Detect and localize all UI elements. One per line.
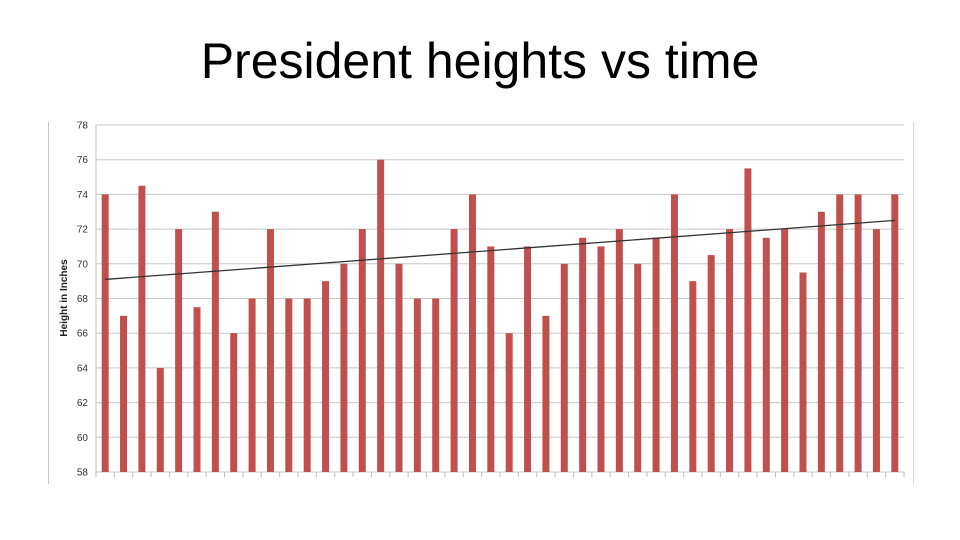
- bar: [524, 246, 532, 472]
- chart-frame: [48, 122, 914, 484]
- bar: [120, 315, 128, 472]
- bars: [101, 159, 899, 472]
- trendline: [105, 219, 895, 281]
- bar: [634, 263, 642, 472]
- bar: [762, 237, 770, 472]
- bar: [744, 168, 752, 472]
- slide-title: President heights vs time: [200, 33, 760, 89]
- bar: [597, 246, 605, 472]
- bar: [322, 281, 330, 472]
- bar: [891, 194, 899, 472]
- bar: [542, 315, 550, 472]
- bar: [689, 281, 697, 472]
- bar: [395, 263, 403, 472]
- y-tick-label: 64: [77, 363, 89, 374]
- y-tick-label: 74: [77, 190, 89, 201]
- bar: [340, 263, 348, 472]
- y-tick-label: 62: [77, 398, 89, 409]
- bar: [817, 211, 825, 472]
- bar: [101, 194, 109, 472]
- bar: [560, 263, 568, 472]
- bar: [487, 246, 495, 472]
- bar: [413, 298, 421, 472]
- y-tick-label: 70: [77, 259, 89, 270]
- bar: [505, 333, 513, 472]
- bar: [707, 255, 715, 472]
- bar: [248, 298, 256, 472]
- bar: [781, 229, 789, 472]
- bar: [432, 298, 440, 472]
- y-tick-label: 60: [77, 433, 89, 444]
- y-tick-label: 78: [77, 121, 89, 132]
- bar: [175, 229, 183, 472]
- bar: [266, 229, 274, 472]
- y-tick-label: 72: [77, 225, 89, 236]
- bar: [230, 333, 238, 472]
- bar: [579, 237, 587, 472]
- bar: [377, 159, 385, 472]
- y-tick-label: 68: [77, 294, 89, 305]
- y-tick-label: 58: [77, 468, 89, 479]
- bar: [156, 367, 164, 472]
- bar: [303, 298, 311, 472]
- bar: [726, 229, 734, 472]
- bar: [872, 229, 880, 472]
- bar: [836, 194, 844, 472]
- bar: [468, 194, 476, 472]
- y-tick-label: 76: [77, 155, 89, 166]
- bar: [211, 211, 219, 472]
- bar: [138, 185, 146, 472]
- bar: [615, 229, 623, 472]
- x-tick-marks: [95, 472, 905, 477]
- bar: [670, 194, 678, 472]
- y-tick-labels: 58 60 62 64 66 68 70 72 74 76 78: [77, 121, 89, 479]
- bar: [285, 298, 293, 472]
- y-tick-label: 66: [77, 329, 89, 340]
- bar: [854, 194, 862, 472]
- bar: [193, 307, 201, 472]
- bar: [450, 229, 458, 472]
- bar: [652, 237, 660, 472]
- trendline-group: [105, 219, 895, 281]
- bar: [358, 229, 366, 472]
- y-axis-title: Height in Inches: [59, 259, 70, 337]
- bar: [799, 272, 807, 472]
